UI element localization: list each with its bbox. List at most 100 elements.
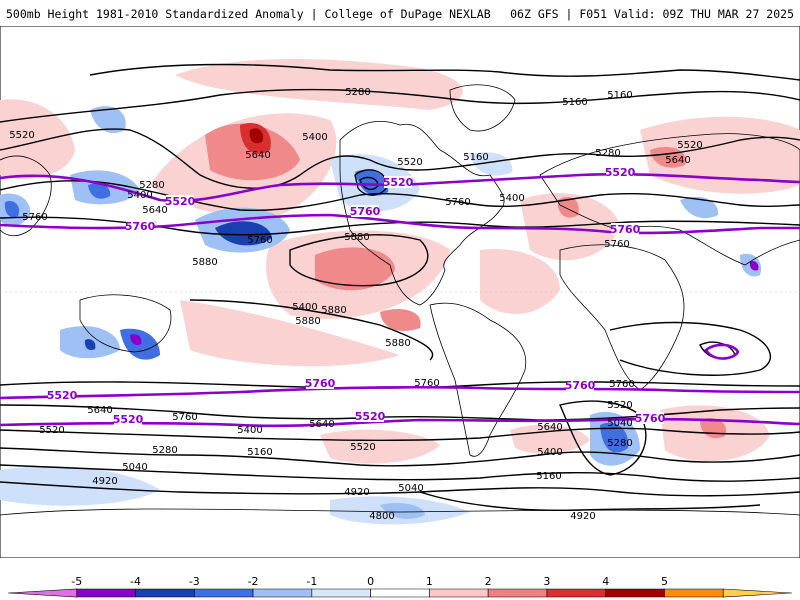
colorbar-tick-label: 0 [367, 575, 374, 588]
map-header: 500mb Height 1981-2010 Standardized Anom… [0, 0, 800, 26]
contour-label: 5880 [295, 316, 320, 327]
contour-label: 5640 [537, 422, 562, 433]
contour-label: 5520 [607, 400, 632, 411]
colorbar-segment [135, 588, 195, 598]
colorbar-tick-label: 4 [602, 575, 609, 588]
positive-anomaly-region [315, 247, 395, 291]
colorbar-segment [722, 588, 793, 598]
contour-label: 5160 [607, 90, 632, 101]
colorbar-segment [487, 588, 548, 598]
contour-label: 5760 [445, 197, 470, 208]
purple-contour-label: 5760 [350, 205, 381, 218]
colorbar-tick-label: -1 [306, 575, 317, 588]
colorbar-segment [429, 588, 489, 598]
colorbar-tick-label: 1 [426, 575, 433, 588]
contour-label: 5400 [127, 190, 152, 201]
colorbar-tick-label: 2 [485, 575, 492, 588]
north-america-coast [339, 120, 505, 306]
5760-contour-south [0, 385, 800, 400]
contour-label: 4800 [369, 511, 394, 522]
colorbar-tick-label: -2 [248, 575, 259, 588]
negative-anomaly-region [680, 196, 719, 219]
contour-label: 5760 [609, 379, 634, 390]
positive-anomaly-region [175, 58, 463, 110]
contour-label: 5160 [247, 447, 272, 458]
colorbar-segment [664, 588, 724, 598]
colorbar-segment [7, 588, 78, 598]
negative-anomaly-region [0, 466, 160, 506]
colorbar-segment [76, 588, 136, 598]
colorbar-segment [252, 588, 313, 598]
black-contour-labels: 5280 5160 5160 5520 5400 5640 5280 5400 5520 5160… [9, 87, 702, 522]
negative-anomaly-region [470, 152, 513, 176]
contour-label: 5880 [321, 305, 346, 316]
contour-label: 5040 [398, 483, 423, 494]
contour-label: 5760 [22, 212, 47, 223]
negative-anomaly-region [600, 422, 629, 453]
contour-label: 5400 [537, 447, 562, 458]
model-run-info: 06Z GFS | F051 Valid: 09Z THU MAR 27 202… [510, 7, 794, 21]
negative-anomaly-region [749, 261, 759, 271]
purple-contour-label: 5520 [605, 166, 636, 179]
contour-label: 5760 [604, 239, 629, 250]
contour-label: 5520 [677, 140, 702, 151]
positive-anomaly-region [480, 249, 560, 314]
colorbar-tick-label: -5 [71, 575, 82, 588]
contour-label: 5760 [414, 378, 439, 389]
coastlines [0, 84, 800, 516]
contour-label: 5640 [309, 419, 334, 430]
positive-anomaly-region [320, 429, 440, 464]
contour-label: 5160 [536, 471, 561, 482]
contour-label: 5520 [397, 157, 422, 168]
contour-label: 5400 [292, 302, 317, 313]
purple-contour-label: 5760 [305, 377, 336, 390]
contour-label: 5160 [562, 97, 587, 108]
contour-label: 4920 [570, 511, 595, 522]
contour-label: 5040 [122, 462, 147, 473]
contour-label: 5400 [237, 425, 262, 436]
negative-anomaly-region [84, 339, 96, 350]
5760-contour [0, 213, 800, 235]
greenland-coast [449, 84, 516, 132]
purple-contour-label: 5520 [165, 195, 196, 208]
colorbar-segment [311, 588, 371, 598]
purple-contour-label: 5520 [47, 389, 78, 402]
contour-label: 4920 [344, 487, 369, 498]
purple-contour-label: 5760 [125, 220, 156, 233]
colorbar-tick-label: -4 [130, 575, 141, 588]
colorbar: -5 -4 -3 -2 -1 0 1 2 3 4 5 [7, 575, 793, 598]
contour-label: 5880 [192, 257, 217, 268]
colorbar-segment [194, 588, 254, 598]
contour-label: 5040 [607, 418, 632, 429]
positive-anomaly-region [249, 128, 264, 144]
purple-contour-label: 5760 [565, 379, 596, 392]
colorbar-segment [546, 588, 606, 598]
negative-anomaly-region [130, 334, 142, 345]
purple-contour-label: 5520 [355, 410, 386, 423]
purple-contour-label: 5520 [113, 413, 144, 426]
purple-contour-label: 5760 [635, 412, 666, 425]
colorbar-segment [370, 588, 430, 598]
positive-anomaly-region [510, 424, 590, 454]
contour-label: 5400 [499, 193, 524, 204]
colorbar-tick-label: 3 [543, 575, 550, 588]
contour-label: 5880 [385, 338, 410, 349]
contour-label: 5520 [9, 130, 34, 141]
contour-label: 5640 [87, 405, 112, 416]
purple-contour-label: 5760 [610, 223, 641, 236]
purple-contour-label: 5520 [383, 176, 414, 189]
negative-anomaly-region [90, 106, 126, 134]
5760-contour-africa-loop [704, 343, 740, 360]
contour-label: 5520 [350, 442, 375, 453]
5520-contour-south [0, 417, 800, 428]
contour-label: 5880 [344, 232, 369, 243]
positive-anomaly-region [557, 196, 579, 218]
contour-label: 5280 [607, 438, 632, 449]
contour-label: 5280 [345, 87, 370, 98]
contour-label: 5640 [245, 150, 270, 161]
negative-anomaly-region [355, 169, 389, 196]
positive-anomaly-region [180, 300, 400, 367]
asia-pacific-coast [0, 155, 52, 237]
contour-label: 5520 [39, 425, 64, 436]
